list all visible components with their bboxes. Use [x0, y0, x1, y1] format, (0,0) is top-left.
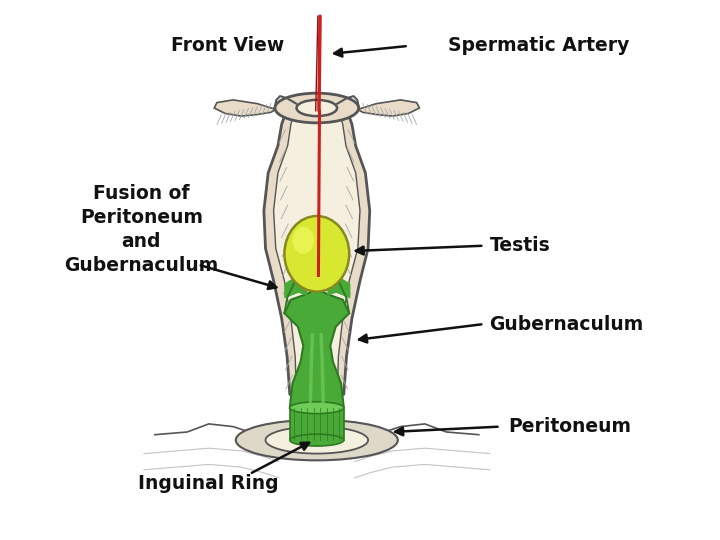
Ellipse shape	[292, 227, 314, 254]
Text: Gubernaculum: Gubernaculum	[490, 314, 644, 334]
Ellipse shape	[289, 434, 344, 446]
Ellipse shape	[297, 100, 337, 116]
Polygon shape	[264, 113, 370, 410]
Text: Spermatic Artery: Spermatic Artery	[448, 36, 629, 56]
Ellipse shape	[266, 427, 368, 454]
Ellipse shape	[235, 420, 397, 460]
Text: Front View: Front View	[171, 36, 284, 56]
Ellipse shape	[275, 93, 359, 123]
Text: Peritoneum: Peritoneum	[508, 417, 631, 436]
Text: Fusion of
Peritoneum
and
Gubernaculum: Fusion of Peritoneum and Gubernaculum	[64, 184, 218, 275]
Text: Inguinal Ring: Inguinal Ring	[138, 474, 279, 493]
Ellipse shape	[284, 216, 349, 292]
Polygon shape	[289, 408, 344, 440]
Ellipse shape	[289, 402, 344, 414]
Polygon shape	[284, 289, 349, 408]
Polygon shape	[357, 100, 419, 116]
Polygon shape	[274, 113, 360, 410]
Polygon shape	[215, 100, 276, 116]
Text: Testis: Testis	[490, 236, 550, 255]
